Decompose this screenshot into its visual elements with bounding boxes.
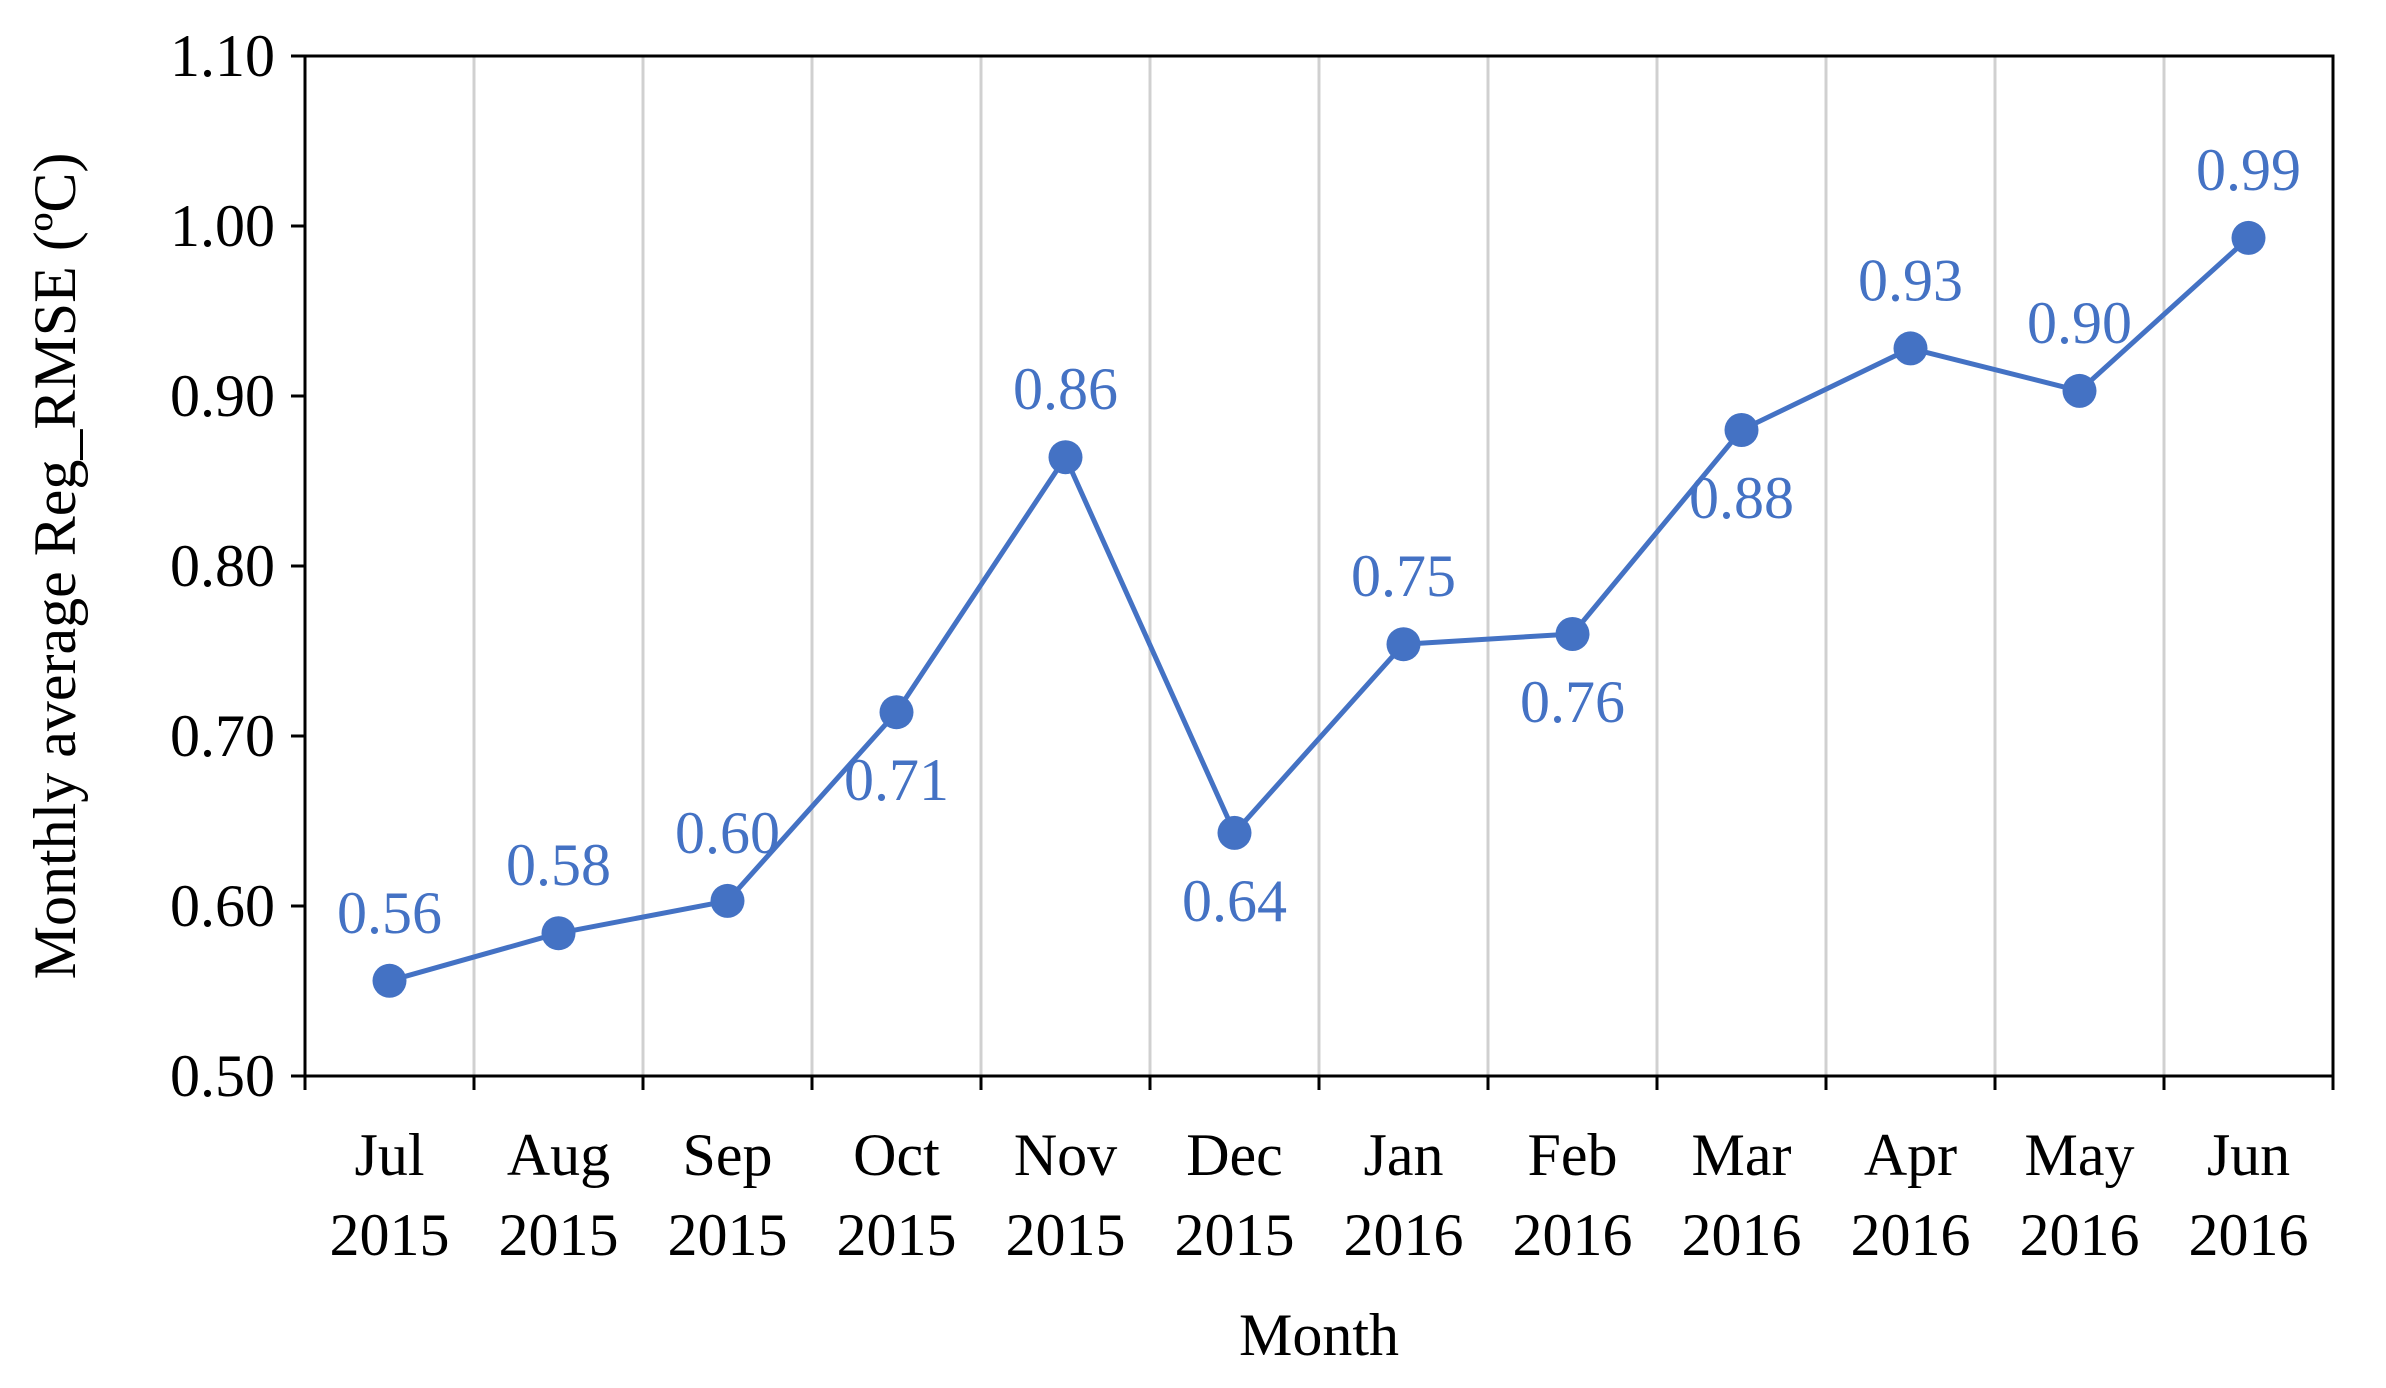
data-label: 0.75 [1351, 543, 1456, 609]
axis-ticks [291, 54, 2335, 1090]
data-point [1217, 815, 1252, 850]
data-labels: 0.56 0.58 0.60 0.71 0.86 0.64 0.75 0.76 0.88 0.93… [337, 137, 2301, 946]
y-axis-tick-labels: 0.50 0.60 0.70 0.80 0.90 1.00 1.10 [170, 23, 275, 1109]
y-tick-label: 0.80 [170, 533, 275, 599]
data-label: 0.71 [844, 747, 949, 813]
x-tick-label-month: Sep [683, 1122, 773, 1188]
x-tick-label-month: Jan [1364, 1122, 1444, 1188]
x-tick-label-year: 2016 [1851, 1202, 1971, 1268]
x-tick-label-year: 2016 [1344, 1202, 1464, 1268]
x-tick-label-year: 2016 [2020, 1202, 2140, 1268]
y-tick-label: 0.90 [170, 363, 275, 429]
x-tick-label-month: Dec [1186, 1122, 1283, 1188]
data-label: 0.64 [1182, 868, 1287, 934]
x-tick-label-month: Mar [1692, 1122, 1792, 1188]
data-point [1724, 413, 1759, 447]
data-point [2231, 220, 2266, 255]
y-axis-title: Monthly average Reg_RMSE (ºC) [22, 153, 88, 980]
data-label: 0.58 [506, 832, 611, 898]
x-tick-label-year: 2015 [330, 1202, 450, 1268]
x-tick-label-month: May [2025, 1122, 2135, 1188]
data-label: 0.86 [1013, 356, 1118, 422]
data-label: 0.56 [337, 880, 442, 946]
data-point [1048, 440, 1083, 475]
data-label: 0.76 [1520, 669, 1625, 735]
x-tick-label-year: 2016 [1682, 1202, 1802, 1268]
data-label: 0.93 [1858, 247, 1963, 313]
data-points [372, 220, 2266, 998]
data-point [710, 883, 745, 918]
y-tick-label: 0.60 [170, 873, 275, 939]
data-label: 0.60 [675, 800, 780, 866]
y-tick-label: 0.70 [170, 703, 275, 769]
x-tick-label-month: Aug [507, 1122, 610, 1188]
x-tick-label-year: 2015 [837, 1202, 957, 1268]
series-line [388, 236, 2251, 984]
data-point [879, 695, 914, 730]
x-tick-label-month: Apr [1864, 1122, 1957, 1188]
data-label: 0.88 [1689, 465, 1794, 531]
y-tick-label: 1.00 [170, 193, 275, 259]
data-point [1386, 627, 1421, 662]
x-tick-label-year: 2015 [1006, 1202, 1126, 1268]
data-point [372, 963, 407, 998]
data-label: 0.90 [2027, 290, 2132, 356]
x-tick-label-month: Oct [853, 1122, 940, 1188]
data-point [541, 916, 576, 951]
x-axis-tick-labels: Jul 2015 Aug 2015 Sep 2015 Oct 2015 Nov 2015 Dec 20… [330, 1122, 2309, 1268]
y-tick-label: 0.50 [170, 1043, 275, 1109]
x-axis-title: Month [1239, 1302, 1399, 1368]
x-tick-label-month: Nov [1014, 1122, 1117, 1188]
data-point [2062, 373, 2097, 408]
y-tick-label: 1.10 [170, 23, 275, 89]
x-tick-label-year: 2016 [1513, 1202, 1633, 1268]
x-tick-label-year: 2015 [668, 1202, 788, 1268]
x-tick-label-month: Jul [354, 1122, 424, 1188]
x-tick-label-year: 2015 [499, 1202, 619, 1268]
data-point [1893, 331, 1928, 366]
gridlines [472, 56, 2166, 1076]
x-tick-label-year: 2015 [1175, 1202, 1295, 1268]
data-point [1555, 617, 1590, 651]
x-tick-label-month: Feb [1528, 1122, 1618, 1188]
x-tick-label-year: 2016 [2189, 1202, 2309, 1268]
data-label: 0.99 [2196, 137, 2301, 203]
x-tick-label-month: Jun [2207, 1122, 2290, 1188]
